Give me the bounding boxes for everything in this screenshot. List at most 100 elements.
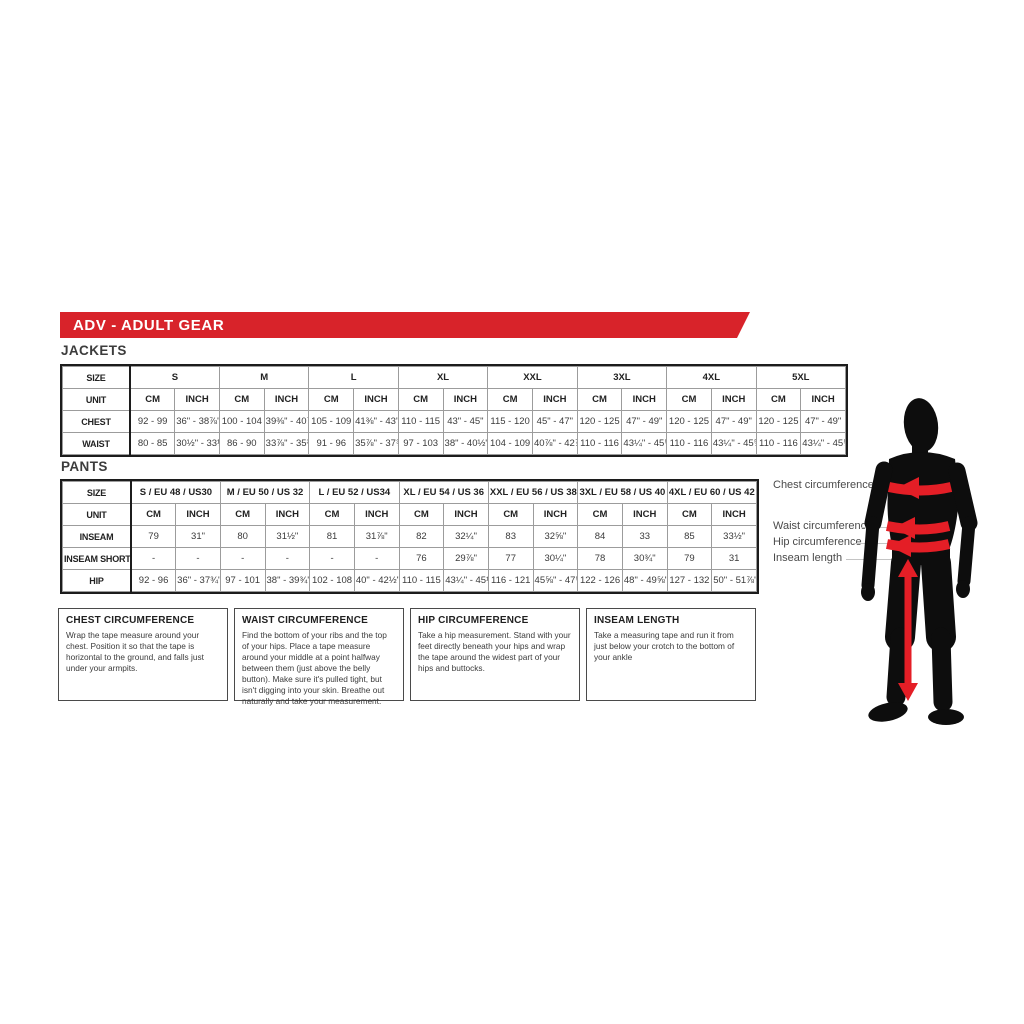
size-header: XL / EU 54 / US 36 xyxy=(398,481,489,504)
waist-inch-cell: 30½" - 33½" xyxy=(174,432,220,455)
inseam-inch-cell: 31⅞" xyxy=(353,525,400,548)
waist-inch-cell: 40⅞" - 42⅞" xyxy=(531,432,578,455)
unit-header: INCH xyxy=(532,503,579,526)
unit-header: INCH xyxy=(443,503,489,526)
hip-cm-cell: 127 - 132 xyxy=(666,569,713,592)
unit-header: CM xyxy=(398,503,445,526)
size-header: L xyxy=(308,366,399,389)
waist-cm-cell: 86 - 90 xyxy=(218,432,265,455)
inseam-short-inch-cell: - xyxy=(353,547,400,570)
pants-table: SIZE S / EU 48 / US30 M / EU 50 / US 32 L /… xyxy=(62,481,758,592)
inseam-length-label: Inseam length xyxy=(773,552,843,564)
unit-header: CM xyxy=(309,503,355,526)
inseam-cm-cell: 81 xyxy=(309,525,355,548)
unit-header: CM xyxy=(129,388,176,411)
inseam-inch-cell: 32⅝" xyxy=(532,525,579,548)
row-label: CHEST xyxy=(62,410,131,433)
unit-header: INCH xyxy=(800,388,846,411)
section-banner: ADV - ADULT GEAR xyxy=(60,312,750,338)
hip-inch-cell: 38" - 39¾" xyxy=(264,569,311,592)
hip-inch-cell: 43¼" - 45¼" xyxy=(443,569,489,592)
waist-inch-cell: 43¼" - 45⅝" xyxy=(800,432,846,455)
unit-header: INCH xyxy=(531,388,578,411)
inseam-short-cm-cell: 76 xyxy=(398,547,445,570)
chest-circumference-label: Chest circumference xyxy=(773,479,874,491)
size-header: XXL / EU 56 / US 38 xyxy=(487,481,579,504)
hip-inch-cell: 48" - 49⅝" xyxy=(621,569,668,592)
human-silhouette xyxy=(861,398,978,725)
guide-title: INSEAM LENGTH xyxy=(594,615,680,626)
unit-header: CM xyxy=(397,388,444,411)
hip-guide-box: HIP CIRCUMFERENCE Take a hip measurement… xyxy=(410,608,580,701)
waist-cm-cell: 110 - 116 xyxy=(755,432,802,455)
inseam-cm-cell: 82 xyxy=(398,525,445,548)
inseam-inch-cell: 32¼" xyxy=(443,525,489,548)
waist-band-arrow xyxy=(885,517,951,539)
chest-inch-cell: 39⅜" - 40⅞" xyxy=(263,410,310,433)
hip-inch-cell: 40" - 42½" xyxy=(353,569,400,592)
inseam-short-inch-cell: 29⅞" xyxy=(443,547,489,570)
unit-header: CM xyxy=(577,503,623,526)
hip-cm-cell: 97 - 101 xyxy=(219,569,266,592)
waist-inch-cell: 43¼" - 45⅝" xyxy=(621,432,668,455)
unit-header: INCH xyxy=(710,388,757,411)
waist-inch-cell: 35⅞" - 37¾" xyxy=(353,432,399,455)
unit-header: CM xyxy=(666,388,712,411)
chest-cm-cell: 120 - 125 xyxy=(576,410,623,433)
unit-header: CM xyxy=(755,388,802,411)
hip-inch-cell: 50" - 51⅞" xyxy=(711,569,757,592)
jackets-heading: JACKETS xyxy=(61,343,127,358)
row-label: UNIT xyxy=(62,388,131,411)
chest-cm-cell: 120 - 125 xyxy=(666,410,712,433)
chest-cm-cell: 115 - 120 xyxy=(487,410,533,433)
inseam-cm-cell: 80 xyxy=(219,525,266,548)
size-header: M / EU 50 / US 32 xyxy=(219,481,311,504)
pants-heading: PANTS xyxy=(61,459,108,474)
unit-header: INCH xyxy=(621,388,668,411)
unit-header: CM xyxy=(576,388,623,411)
guide-body: Wrap the tape measure around your chest.… xyxy=(66,630,204,674)
waist-cm-cell: 104 - 109 xyxy=(487,432,533,455)
chest-inch-cell: 41⅜" - 43" xyxy=(353,410,399,433)
chest-inch-cell: 36" - 38⅞" xyxy=(174,410,220,433)
unit-header: CM xyxy=(218,388,265,411)
size-header: 5XL xyxy=(755,366,847,389)
row-label: WAIST xyxy=(62,432,131,455)
unit-header: INCH xyxy=(442,388,489,411)
unit-header: INCH xyxy=(711,503,757,526)
unit-header: CM xyxy=(308,388,355,411)
chest-cm-cell: 92 - 99 xyxy=(129,410,176,433)
inseam-short-inch-cell: 30¾" xyxy=(621,547,668,570)
pants-table-wrap: SIZE S / EU 48 / US30 M / EU 50 / US 32 L /… xyxy=(60,479,759,594)
unit-header: INCH xyxy=(353,388,399,411)
banner-title: ADV - ADULT GEAR xyxy=(73,317,225,334)
row-label: HIP xyxy=(62,569,132,592)
inseam-short-inch-cell: - xyxy=(175,547,221,570)
chest-cm-cell: 105 - 109 xyxy=(308,410,355,433)
inseam-short-inch-cell: 31 xyxy=(711,547,757,570)
unit-header: INCH xyxy=(175,503,221,526)
waist-cm-cell: 110 - 116 xyxy=(666,432,712,455)
chest-cm-cell: 110 - 115 xyxy=(397,410,444,433)
waist-cm-cell: 110 - 116 xyxy=(576,432,623,455)
waist-guide-box: WAIST CIRCUMFERENCE Find the bottom of y… xyxy=(234,608,404,706)
hip-cm-cell: 102 - 108 xyxy=(309,569,355,592)
unit-header: INCH xyxy=(264,503,311,526)
unit-header: INCH xyxy=(353,503,400,526)
jackets-table-wrap: SIZE S M L XL XXL 3XL 4XL 5XL UNIT CM INCH CM INCH CM… xyxy=(60,364,848,457)
inseam-short-inch-cell: 30¼" xyxy=(532,547,579,570)
waist-inch-cell: 33⅞" - 35⅜" xyxy=(263,432,310,455)
guide-title: HIP CIRCUMFERENCE xyxy=(418,615,529,626)
inseam-short-cm-cell: - xyxy=(309,547,355,570)
chest-inch-cell: 47" - 49" xyxy=(710,410,757,433)
guide-title: WAIST CIRCUMFERENCE xyxy=(242,615,369,626)
unit-header: INCH xyxy=(263,388,310,411)
chest-inch-cell: 47" - 49" xyxy=(621,410,668,433)
size-header: 3XL / EU 58 / US 40 xyxy=(577,481,668,504)
guide-body: Take a hip measurement. Stand with your … xyxy=(418,630,571,674)
size-header: S xyxy=(129,366,220,389)
unit-header: CM xyxy=(219,503,266,526)
inseam-short-cm-cell: - xyxy=(130,547,177,570)
waist-inch-cell: 38" - 40½" xyxy=(442,432,489,455)
inseam-cm-cell: 84 xyxy=(577,525,623,548)
